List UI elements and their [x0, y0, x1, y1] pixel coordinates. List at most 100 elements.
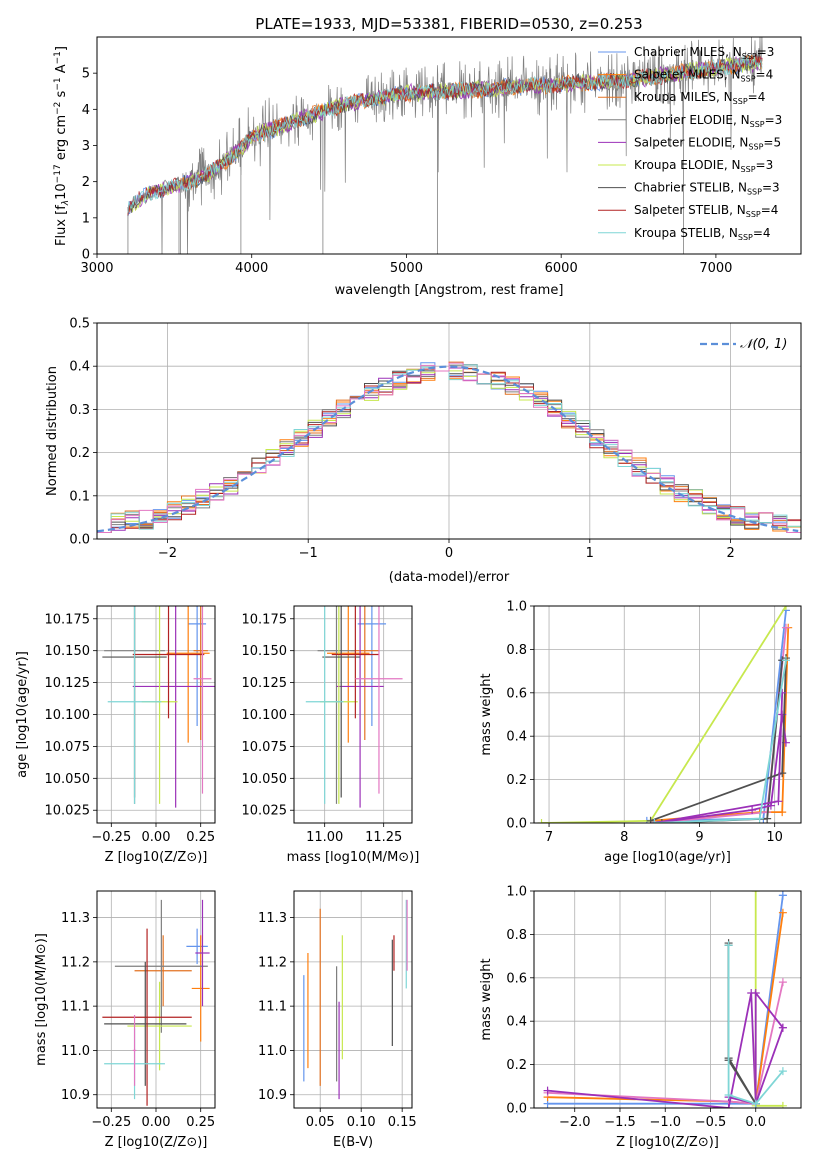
weight-point [781, 656, 790, 665]
weight-point [778, 688, 787, 697]
legend-entry-4: Chabrier ELODIE, NSSP=3 [634, 113, 782, 129]
y-tick-label: 0.4 [506, 1015, 527, 1030]
axes-mass_vs_EBV: 0.05 0.10 0.15 10.9 11.0 11.1 11.2 11.3 E(B-V) [258, 890, 417, 1150]
y-tick-label: 11.2 [258, 955, 287, 970]
y-tick-label: 10.150 [242, 644, 288, 659]
y-tick-label: 0.0 [69, 533, 90, 548]
y-tick-label: 10.025 [45, 804, 91, 819]
y-tick-label: 1.0 [506, 885, 527, 900]
x-tick-label: −1.5 [604, 1115, 636, 1130]
x-tick-label: −0.25 [91, 1115, 131, 1130]
axes-age_vs_Z: −0.25 0.00 0.25 10.025 10.050 10.075 10.100 10.… [15, 605, 216, 865]
y-tick-label: 10.025 [242, 804, 288, 819]
y-tick-label: 0.8 [506, 928, 527, 943]
y-axis-label: Flux [fλ10−17 erg cm−2 s−1 A−1] [53, 46, 71, 246]
weight-point [751, 988, 760, 997]
axes-frame [96, 36, 802, 255]
weight-line-5 [654, 714, 787, 823]
x-tick-label: 0.00 [142, 830, 171, 845]
weight-point [778, 891, 787, 900]
weight-point [778, 1067, 787, 1076]
y-tick-label: 0.5 [69, 317, 90, 332]
y-tick-label: 10.9 [258, 1088, 287, 1103]
axes-mass_vs_Z: −0.25 0.00 0.25 10.9 11.0 11.1 11.2 11.3 Z [log1… [34, 890, 216, 1150]
weight-point [751, 1099, 760, 1108]
y-axis-label: Normed distribution [45, 366, 60, 496]
weight-point [751, 891, 760, 895]
y-tick-label: 11.0 [258, 1044, 287, 1059]
weight-point [646, 816, 655, 823]
normal-fit-curve [97, 365, 799, 533]
y-tick-label: 3 [82, 139, 90, 154]
weight-point [543, 1086, 552, 1095]
axes-frame [96, 605, 216, 824]
axes-frame [293, 605, 413, 824]
y-tick-label: 0.6 [506, 686, 527, 701]
axes-weight_vs_age: 7 8 9 10 0.0 0.2 0.4 0.6 0.8 1.0 age [log10(age/yr… [479, 600, 802, 865]
x-tick-label: 6000 [545, 261, 578, 276]
weight-point [778, 978, 787, 987]
weight-point [748, 805, 757, 814]
weight-point [657, 819, 666, 823]
x-axis-label: wavelength [Angstrom, rest frame] [335, 283, 564, 298]
x-axis-label: (data-model)/error [389, 570, 510, 585]
weight-point [724, 1104, 733, 1108]
y-tick-label: 10.050 [45, 772, 91, 787]
plot-area [102, 899, 210, 1106]
x-tick-label: 10 [766, 830, 783, 845]
x-tick-label: −2.0 [559, 1115, 591, 1130]
x-tick-label: 1 [586, 546, 594, 561]
y-tick-label: 0.4 [69, 360, 90, 375]
axes-spectrum: 3000 4000 5000 6000 7000 0 1 2 3 4 5 wavelength [An… [53, 36, 802, 298]
y-tick-label: 10.075 [45, 740, 91, 755]
axes-frame [293, 890, 413, 1109]
y-axis-label: mass weight [479, 673, 494, 755]
weight-point [774, 797, 783, 806]
y-tick-label: 10.075 [242, 740, 288, 755]
y-tick-label: 5 [82, 67, 90, 82]
legend-entry-2: Salpeter MILES, NSSP=4 [634, 68, 773, 84]
model-line-9 [127, 55, 763, 213]
legend-entry-normal: 𝒩(0, 1) [740, 337, 787, 352]
axes-frame [96, 890, 216, 1109]
axes-frame [96, 322, 802, 540]
y-axis-label: age [log10(age/yr)] [15, 651, 30, 778]
y-tick-label: 4 [82, 103, 90, 118]
weight-point [781, 623, 790, 632]
weight-point [778, 908, 787, 917]
weight-point [537, 819, 546, 823]
x-tick-label: 11.25 [365, 830, 402, 845]
weight-point [781, 606, 790, 610]
legend-entry-3: Kroupa MILES, NSSP=4 [634, 90, 765, 106]
y-tick-label: 0.0 [506, 817, 527, 832]
x-axis-label: Z [log10(Z/Z⊙)] [105, 1135, 208, 1150]
weight-line-2 [650, 627, 790, 822]
weight-line-3 [547, 981, 784, 1105]
x-tick-label: 9 [695, 830, 703, 845]
axes-frame [533, 605, 802, 824]
weight-point [763, 814, 772, 823]
y-tick-label: 11.1 [258, 1000, 287, 1015]
x-tick-label: 0.0 [745, 1115, 766, 1130]
plot-area [303, 899, 408, 1100]
x-tick-label: 2 [726, 546, 734, 561]
x-tick-label: 7 [545, 830, 553, 845]
x-tick-label: 8 [620, 830, 628, 845]
axes-weight_vs_Z: −2.0 −1.5 −1.0 −0.5 0.0 0.0 0.2 0.4 0.6 0.8 1.0 Z [… [479, 885, 802, 1150]
x-tick-label: 0.10 [347, 1115, 376, 1130]
axes-residuals: −2 −1 0 1 2 0.0 0.1 0.2 0.3 0.4 0.5 (data-model)/er… [45, 317, 802, 585]
y-tick-label: 10.100 [242, 708, 288, 723]
y-tick-label: 0.8 [506, 643, 527, 658]
y-tick-label: 0 [82, 248, 90, 263]
x-tick-label: 0.15 [388, 1115, 417, 1130]
weight-point [778, 1101, 787, 1108]
y-axis-label: mass [log10(M/M⊙)] [34, 933, 49, 1066]
y-tick-label: 10.175 [242, 612, 288, 627]
axes-frame [533, 890, 802, 1109]
x-tick-label: −0.5 [695, 1115, 727, 1130]
x-tick-label: 0.05 [306, 1115, 335, 1130]
y-tick-label: 1 [82, 211, 90, 226]
weight-point [778, 1023, 787, 1032]
x-tick-label: 0.25 [186, 830, 215, 845]
